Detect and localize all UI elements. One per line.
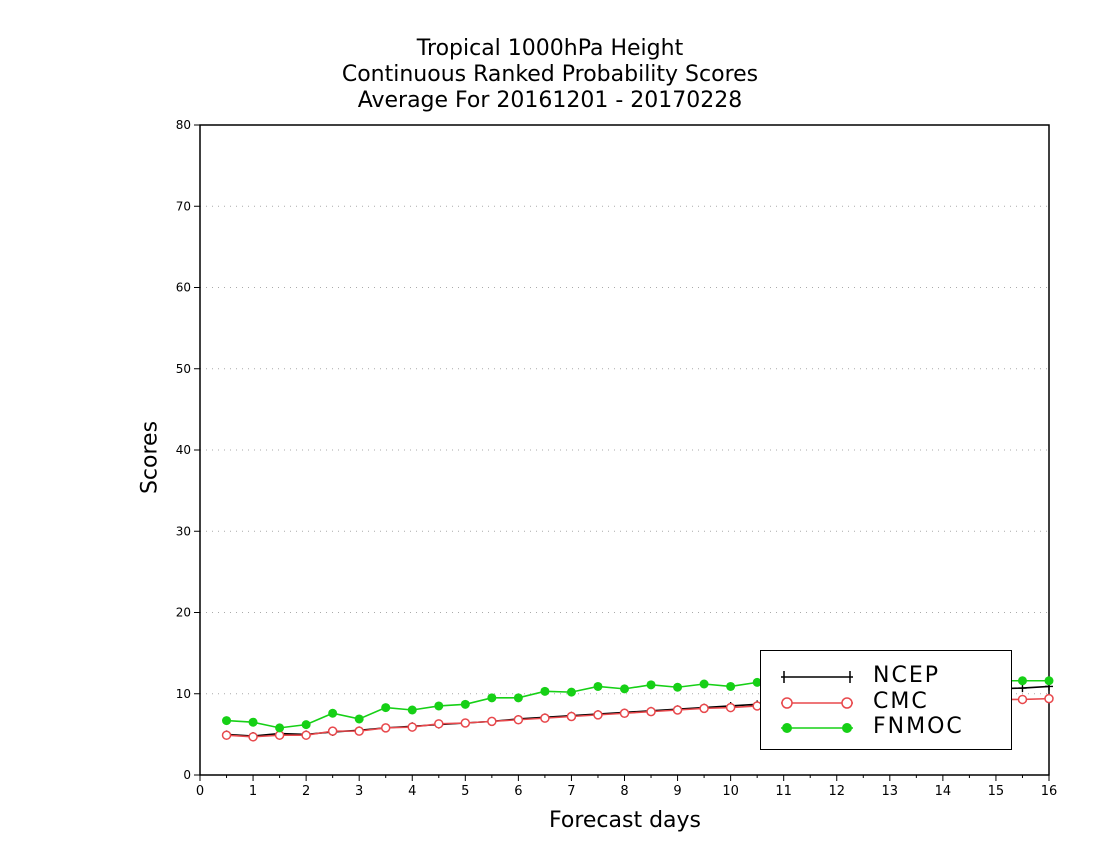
legend-swatch-fnmoc — [781, 723, 853, 733]
grid-lines — [200, 205, 1049, 695]
x-tick-label: 3 — [355, 784, 363, 799]
data-point-fnmoc — [673, 682, 683, 692]
x-tick-label: 14 — [935, 784, 952, 799]
data-point-cmc — [327, 726, 338, 736]
data-point-fnmoc — [699, 679, 709, 689]
data-point-cmc — [487, 716, 497, 727]
data-point-cmc — [354, 726, 364, 736]
legend: NCEP CMC FNMOC — [760, 650, 1012, 750]
data-point-fnmoc — [487, 693, 497, 703]
x-tick-label: 12 — [828, 784, 845, 799]
x-tick-label: 13 — [882, 784, 899, 799]
data-point-cmc — [513, 715, 524, 725]
chart-title-line-1: Tropical 1000hPa Height — [416, 36, 684, 61]
x-tick-label: 0 — [196, 784, 204, 799]
x-tick-label: 2 — [302, 784, 310, 799]
data-point-cmc — [593, 710, 603, 720]
y-tick-label: 60 — [176, 281, 191, 295]
x-tick-label: 15 — [988, 784, 1005, 799]
x-tick-label: 10 — [722, 784, 739, 799]
data-point-cmc — [407, 722, 417, 732]
data-point-cmc — [699, 703, 709, 714]
data-point-fnmoc — [752, 677, 762, 687]
data-point-ncep — [1018, 684, 1027, 693]
data-point-fnmoc — [1044, 676, 1054, 686]
data-point-cmc — [540, 713, 550, 723]
y-tick-label: 30 — [176, 524, 191, 538]
x-tick-label: 1 — [249, 784, 257, 799]
data-point-cmc — [221, 730, 232, 740]
legend-label-cmc: CMC — [873, 689, 929, 714]
y-tick-label: 20 — [176, 606, 191, 620]
data-point-cmc — [434, 719, 444, 729]
x-tick-label: 7 — [567, 784, 575, 799]
legend-item-ncep: NCEP — [761, 663, 1011, 691]
data-point-fnmoc — [407, 705, 417, 715]
data-point-fnmoc — [620, 684, 629, 694]
x-tick-label: 16 — [1041, 784, 1058, 799]
data-point-fnmoc — [646, 680, 656, 690]
data-point-fnmoc — [328, 708, 338, 718]
x-tick-label: 6 — [514, 784, 522, 799]
y-tick-label: 50 — [176, 362, 191, 376]
legend-label-ncep: NCEP — [873, 663, 940, 688]
data-point-fnmoc — [381, 703, 391, 713]
data-point-fnmoc — [513, 693, 523, 703]
data-point-fnmoc — [1017, 676, 1027, 686]
data-point-cmc — [566, 711, 577, 722]
data-point-fnmoc — [222, 716, 232, 726]
data-point-cmc — [380, 723, 391, 733]
x-tick-label: 9 — [673, 784, 681, 799]
data-point-fnmoc — [460, 699, 470, 709]
x-tick-label: 8 — [620, 784, 628, 799]
data-point-cmc — [1044, 693, 1054, 704]
legend-swatch-cmc — [781, 697, 853, 709]
x-tick-label: 4 — [408, 784, 416, 799]
data-point-cmc — [1017, 694, 1028, 705]
data-point-fnmoc — [248, 717, 258, 727]
y-axis-label: Scores — [137, 420, 163, 495]
data-point-cmc — [274, 730, 285, 740]
data-point-cmc — [460, 718, 471, 728]
data-point-fnmoc — [726, 681, 736, 691]
data-point-cmc — [672, 705, 683, 715]
data-point-fnmoc — [540, 686, 550, 696]
chart-title-line-2: Continuous Ranked Probability Scores — [341, 62, 759, 87]
y-tick-label: 10 — [176, 687, 191, 701]
data-point-cmc — [248, 732, 258, 742]
data-point-cmc — [301, 730, 311, 740]
y-tick-label: 80 — [176, 118, 191, 132]
y-tick-label: 70 — [176, 199, 191, 213]
legend-label-fnmoc: FNMOC — [873, 714, 964, 739]
y-tick-label: 0 — [183, 768, 191, 782]
data-point-fnmoc — [434, 701, 444, 711]
legend-item-cmc: CMC — [761, 689, 1011, 717]
data-point-cmc — [725, 702, 736, 713]
data-point-cmc — [619, 708, 630, 718]
legend-item-fnmoc: FNMOC — [761, 714, 1011, 742]
data-point-cmc — [646, 706, 656, 717]
data-point-fnmoc — [566, 687, 576, 697]
x-tick-label: 5 — [461, 784, 469, 799]
legend-swatch-ncep — [781, 671, 853, 683]
data-point-fnmoc — [593, 681, 603, 691]
data-point-fnmoc — [354, 714, 364, 724]
x-tick-label: 11 — [775, 784, 792, 799]
data-point-fnmoc — [301, 720, 311, 730]
data-point-fnmoc — [275, 723, 285, 733]
chart-title-line-3: Average For 20161201 - 20170228 — [357, 88, 743, 113]
x-axis-label: Forecast days — [548, 808, 701, 833]
y-tick-label: 40 — [176, 443, 191, 457]
